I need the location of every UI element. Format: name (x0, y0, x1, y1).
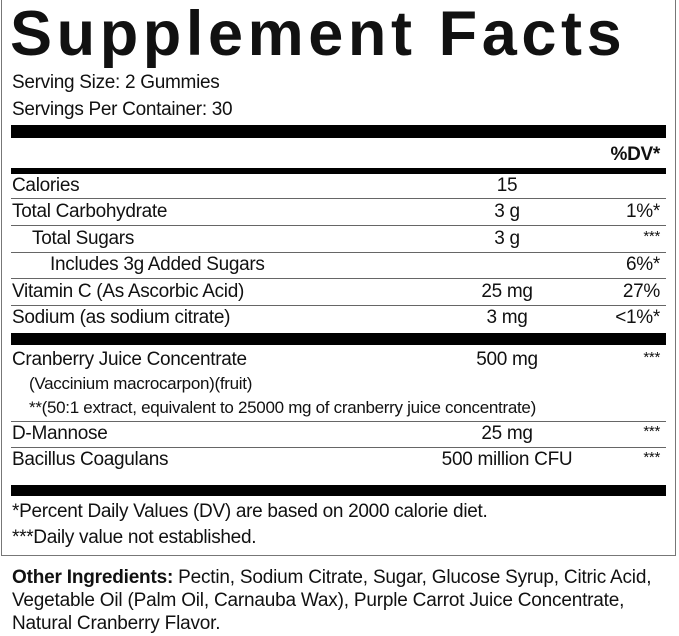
divider (11, 168, 666, 174)
ingredient-amount: 500 million CFU (441, 449, 573, 470)
ingredient-source: (Vaccinium macrocarpon)(fruit) (29, 374, 253, 393)
other-ingredients-label: Other Ingredients: (12, 567, 174, 588)
footnote-dv: *Percent Daily Values (DV) are based on … (12, 501, 488, 522)
row-divider (11, 225, 666, 226)
row-divider (11, 305, 666, 306)
thick-divider (11, 485, 666, 496)
footnote-not-established: ***Daily value not established. (12, 527, 257, 548)
nutrient-name: Sodium (as sodium citrate) (12, 307, 231, 328)
nutrient-dv: *** (643, 228, 660, 245)
ingredient-dv: *** (643, 423, 660, 440)
ingredient-amount: 500 mg (476, 349, 538, 370)
ingredient-dv: *** (643, 349, 660, 366)
nutrient-name: Calories (12, 175, 80, 196)
thick-divider (11, 333, 666, 345)
row-divider (11, 198, 666, 199)
nutrient-name: Includes 3g Added Sugars (50, 254, 265, 275)
ingredient-name: D-Mannose (12, 423, 108, 444)
nutrient-dv: 27% (622, 281, 660, 302)
nutrient-dv: 6%* (626, 254, 660, 275)
nutrient-dv: <1%* (615, 307, 660, 328)
supplement-facts-panel (1, 0, 676, 556)
other-ingredients-text: Pectin, Sodium Citrate, Sugar, Glucose S… (12, 567, 652, 634)
nutrient-name: Total Carbohydrate (12, 201, 168, 222)
nutrient-dv: 1%* (626, 201, 660, 222)
ingredient-amount: 25 mg (481, 423, 533, 444)
ingredient-extract-note: **(50:1 extract, equivalent to 25000 mg … (29, 398, 536, 417)
serving-size: Serving Size: 2 Gummies (12, 72, 220, 93)
row-divider (11, 421, 666, 422)
other-ingredients: Other Ingredients: Pectin, Sodium Citrat… (12, 566, 672, 635)
nutrient-amount: 3 g (494, 201, 520, 222)
nutrient-amount: 25 mg (481, 281, 533, 302)
nutrient-amount: 3 g (494, 228, 520, 249)
row-divider (11, 252, 666, 253)
row-divider (11, 447, 666, 448)
thick-divider (11, 125, 666, 138)
ingredient-name: Cranberry Juice Concentrate (12, 349, 247, 370)
ingredient-dv: *** (643, 449, 660, 466)
dv-header: %DV* (610, 144, 661, 165)
nutrient-name: Total Sugars (32, 228, 135, 249)
nutrient-amount: 3 mg (486, 307, 528, 328)
panel-title: Supplement Facts (10, 0, 627, 69)
nutrient-amount: 15 (496, 175, 518, 196)
nutrient-name: Vitamin C (As Ascorbic Acid) (12, 281, 244, 302)
ingredient-name: Bacillus Coagulans (12, 449, 169, 470)
servings-per-container: Servings Per Container: 30 (12, 99, 233, 120)
row-divider (11, 278, 666, 279)
